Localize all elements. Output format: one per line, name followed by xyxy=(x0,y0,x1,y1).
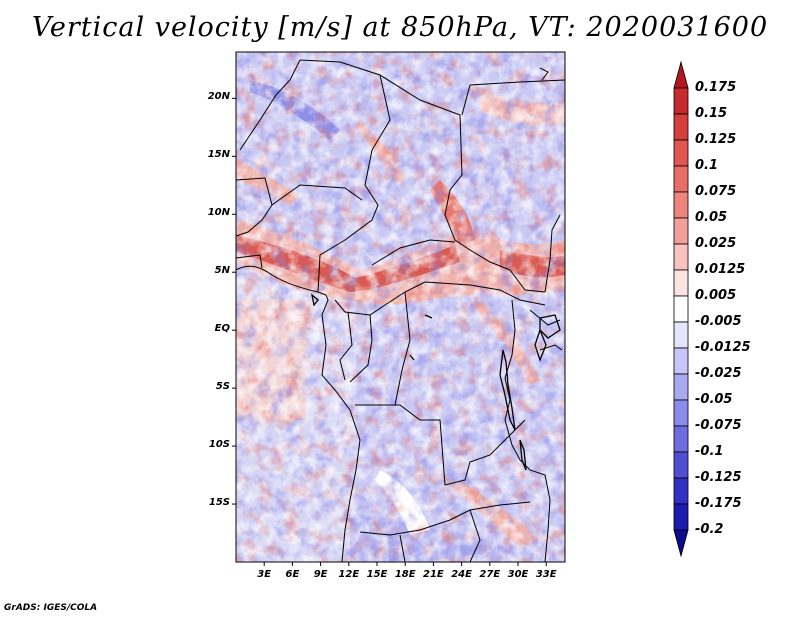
colorbar-label: -0.2 xyxy=(695,522,724,537)
colorbar-swatch xyxy=(673,269,689,297)
lon-label: 12E xyxy=(338,569,360,580)
colorbar-top-arrow xyxy=(673,60,689,89)
lat-label: 5S xyxy=(215,381,230,393)
colorbar-swatch xyxy=(673,243,689,271)
colorbar-swatch xyxy=(673,451,689,479)
colorbar-label: -0.175 xyxy=(695,496,742,511)
colorbar-swatch xyxy=(673,399,689,427)
colorbar-label: 0.05 xyxy=(695,210,728,225)
lon-label: 24E xyxy=(451,569,472,580)
lon-label: 30E xyxy=(507,569,529,580)
lon-label: 9E xyxy=(313,569,328,580)
country-borders xyxy=(236,59,565,562)
lon-label: 33E xyxy=(535,569,557,580)
colorbar xyxy=(673,60,689,558)
lon-label: 3E xyxy=(257,569,272,580)
velocity-field xyxy=(236,52,565,562)
lon-label: 15E xyxy=(366,569,388,580)
colorbar-bottom-arrow xyxy=(673,529,689,558)
colorbar-label: 0.125 xyxy=(695,132,737,147)
lat-label: 15S xyxy=(208,497,230,509)
map-frame xyxy=(235,51,566,563)
colorbar-swatch xyxy=(673,295,689,323)
axis-ticks xyxy=(232,97,547,566)
colorbar-label: -0.005 xyxy=(695,314,742,329)
colorbar-swatch xyxy=(673,503,689,531)
lakes xyxy=(311,293,561,471)
lat-label: 10S xyxy=(208,439,230,451)
grads-credit: GrADS: IGES/COLA xyxy=(4,603,98,613)
colorbar-swatch xyxy=(673,217,689,245)
chart-title: Vertical velocity [m/s] at 850hPa, VT: 2… xyxy=(31,12,769,43)
colorbar-swatch xyxy=(673,113,689,141)
colorbar-label: -0.1 xyxy=(695,444,724,459)
lat-label: 5N xyxy=(214,265,230,277)
lon-label: 18E xyxy=(394,569,416,580)
lon-label: 21E xyxy=(423,569,444,580)
lat-label: 20N xyxy=(207,91,230,103)
colorbar-label: 0.175 xyxy=(695,80,737,95)
colorbar-label: 0.15 xyxy=(695,106,728,121)
colorbar-swatch xyxy=(673,425,689,453)
colorbar-label: 0.005 xyxy=(695,288,737,303)
lat-label: 10N xyxy=(207,207,230,219)
colorbar-label: -0.0125 xyxy=(695,340,751,355)
colorbar-label: -0.125 xyxy=(695,470,742,485)
colorbar-swatch xyxy=(673,373,689,401)
lon-label: 27E xyxy=(479,569,501,580)
colorbar-swatch xyxy=(673,477,689,505)
lat-label: 15N xyxy=(207,149,230,161)
colorbar-swatch xyxy=(673,321,689,349)
colorbar-swatch xyxy=(673,139,689,167)
colorbar-label: -0.075 xyxy=(695,418,742,433)
lon-label: 6E xyxy=(285,569,300,580)
colorbar-label: -0.05 xyxy=(695,392,733,407)
colorbar-swatch xyxy=(673,191,689,219)
colorbar-swatch xyxy=(673,87,689,115)
colorbar-swatch xyxy=(673,347,689,375)
lat-label: EQ xyxy=(214,323,230,335)
colorbar-label: 0.075 xyxy=(695,184,737,199)
colorbar-label: 0.0125 xyxy=(695,262,746,277)
colorbar-swatch xyxy=(673,165,689,193)
colorbar-label: 0.1 xyxy=(695,158,719,173)
colorbar-label: 0.025 xyxy=(695,236,737,251)
colorbar-label: -0.025 xyxy=(695,366,742,381)
